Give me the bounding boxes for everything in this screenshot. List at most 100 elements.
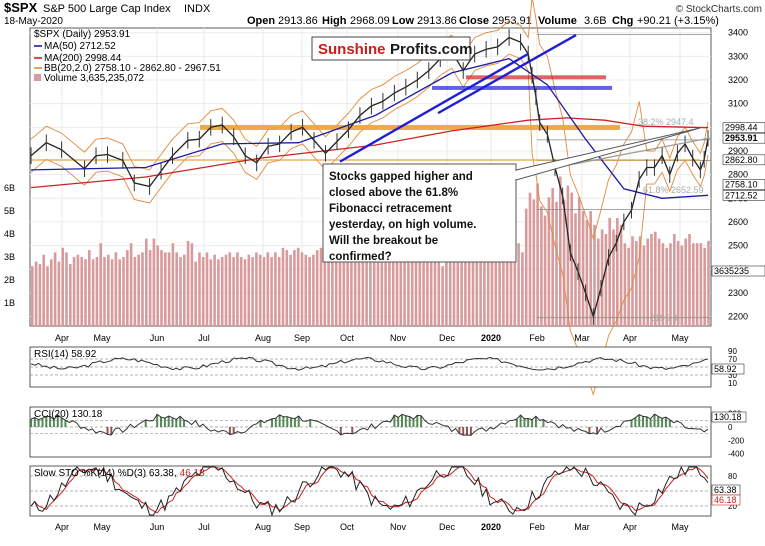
volume-bar (661, 243, 665, 326)
volume-bar (699, 243, 703, 326)
volume-bar (361, 252, 365, 326)
volume-bar (110, 259, 114, 326)
legend-bb: BB(20,2.0) 2758.10 - 2862.80 - 2967.51 (44, 63, 221, 74)
volume-bar (167, 252, 171, 326)
volume-bars (31, 176, 710, 326)
volume-bar (122, 257, 125, 326)
cci-panel (29, 406, 712, 458)
sto-title-text: Slow STO %K(14) %D(3) 63.38, (34, 468, 177, 479)
watermark-sunshine: Sunshine (318, 41, 386, 58)
volume-bar (69, 263, 72, 326)
annotation-line-4: yesterday, on high volume. (329, 219, 476, 231)
volume-bar (183, 254, 186, 326)
rsi-title: RSI(14) 58.92 (34, 349, 97, 360)
trendline-2 (437, 34, 577, 115)
volume-bar (429, 254, 433, 326)
sto-d-line (30, 466, 709, 514)
volume-bar (494, 247, 498, 326)
volume-bar (680, 245, 684, 326)
volume-bar (688, 234, 691, 326)
volume-bar (471, 257, 475, 326)
low-label: Low (392, 15, 414, 27)
volume-bar (133, 257, 137, 326)
volume-axis-label: 5B (4, 206, 15, 216)
volume-bar (315, 250, 319, 326)
volume-bar (91, 259, 95, 326)
volume-bar (31, 266, 34, 326)
month-label: Apr (623, 522, 637, 532)
header: $SPX S&P 500 Large Cap Index INDX 18-May… (4, 0, 762, 27)
sto-axis-label: 20 (728, 502, 737, 511)
volume-bar (559, 176, 562, 326)
volume-bar (391, 257, 395, 326)
annotation-line-6: confirmed? (329, 251, 392, 263)
volume-bar (171, 243, 175, 326)
legend: $SPX (Daily) 2953.91 MA(50) 2712.52 MA(2… (34, 29, 221, 84)
volume-bar (53, 252, 57, 326)
volume-bar (619, 224, 623, 326)
month-label: 2020 (481, 522, 501, 532)
volume-bar (665, 247, 668, 326)
month-label: May (671, 522, 689, 532)
volume-bar (213, 254, 216, 326)
price-tag-box (722, 132, 765, 144)
volume-bar (232, 257, 235, 326)
volume-bar (338, 252, 342, 326)
volume-bar (399, 254, 403, 326)
fib-label-618: 61.8% 2652.59 (643, 185, 704, 195)
exchange: INDX (184, 3, 211, 15)
volume-bar (50, 259, 53, 326)
volume-bar (528, 192, 532, 326)
sto-k-line (30, 465, 709, 517)
volume-bar (126, 250, 129, 326)
annotation-line-2: closed above the 61.8% (329, 187, 458, 199)
price-axis-label: 3100 (728, 99, 748, 109)
volume-bar (638, 236, 642, 326)
volume-bar (547, 197, 551, 326)
volume-bar (296, 247, 300, 326)
volume-bar (479, 261, 482, 326)
resistance-band (200, 124, 620, 130)
volume-bar (312, 254, 315, 326)
volume-bar (448, 257, 452, 326)
volume-bar (118, 259, 121, 326)
price-axis-label: 2800 (728, 170, 748, 180)
volume-bar (266, 252, 270, 326)
volume-bar (536, 183, 539, 326)
price-axis-label: 3400 (728, 28, 748, 38)
volume-bar (646, 238, 649, 326)
month-label: Aug (255, 333, 271, 343)
annotation-line-5: Will the breakout be (329, 235, 438, 247)
volume-bar (205, 252, 209, 326)
fib-label-low: 2195.4 (650, 313, 678, 323)
volume-bar (129, 243, 133, 326)
volume-bar (703, 247, 706, 326)
volume-bar (160, 250, 163, 326)
cci-tag-text: 130.18 (714, 412, 742, 422)
volume-bar (277, 257, 281, 326)
price-axis-label: 3200 (728, 75, 748, 85)
month-label: Oct (340, 333, 355, 343)
month-label: Jun (150, 522, 165, 532)
volume-bar (251, 257, 254, 326)
close-value: 2953.91 (492, 15, 532, 27)
rsi-tag: 58.92 (711, 363, 745, 375)
volume-bar (566, 185, 570, 326)
volume-bar (319, 247, 323, 326)
volume-bar (270, 257, 273, 326)
volume-bar (239, 257, 243, 326)
ma50-line (30, 57, 709, 199)
legend-volume-swatch (34, 74, 41, 81)
volume-bar (224, 254, 228, 326)
ma200-line (30, 117, 709, 189)
volume-axis-label: 4B (4, 229, 15, 239)
volume-bar (84, 259, 87, 326)
volume-bar (467, 250, 471, 326)
volume-bar (388, 250, 391, 326)
cci-axis-label: -400 (728, 450, 745, 459)
volume-tag-text: 3635235 (714, 266, 749, 276)
resistance-band-blue (432, 85, 612, 90)
volume-bar (152, 238, 156, 326)
volume-bar (562, 199, 566, 326)
volume-bar (669, 243, 672, 326)
